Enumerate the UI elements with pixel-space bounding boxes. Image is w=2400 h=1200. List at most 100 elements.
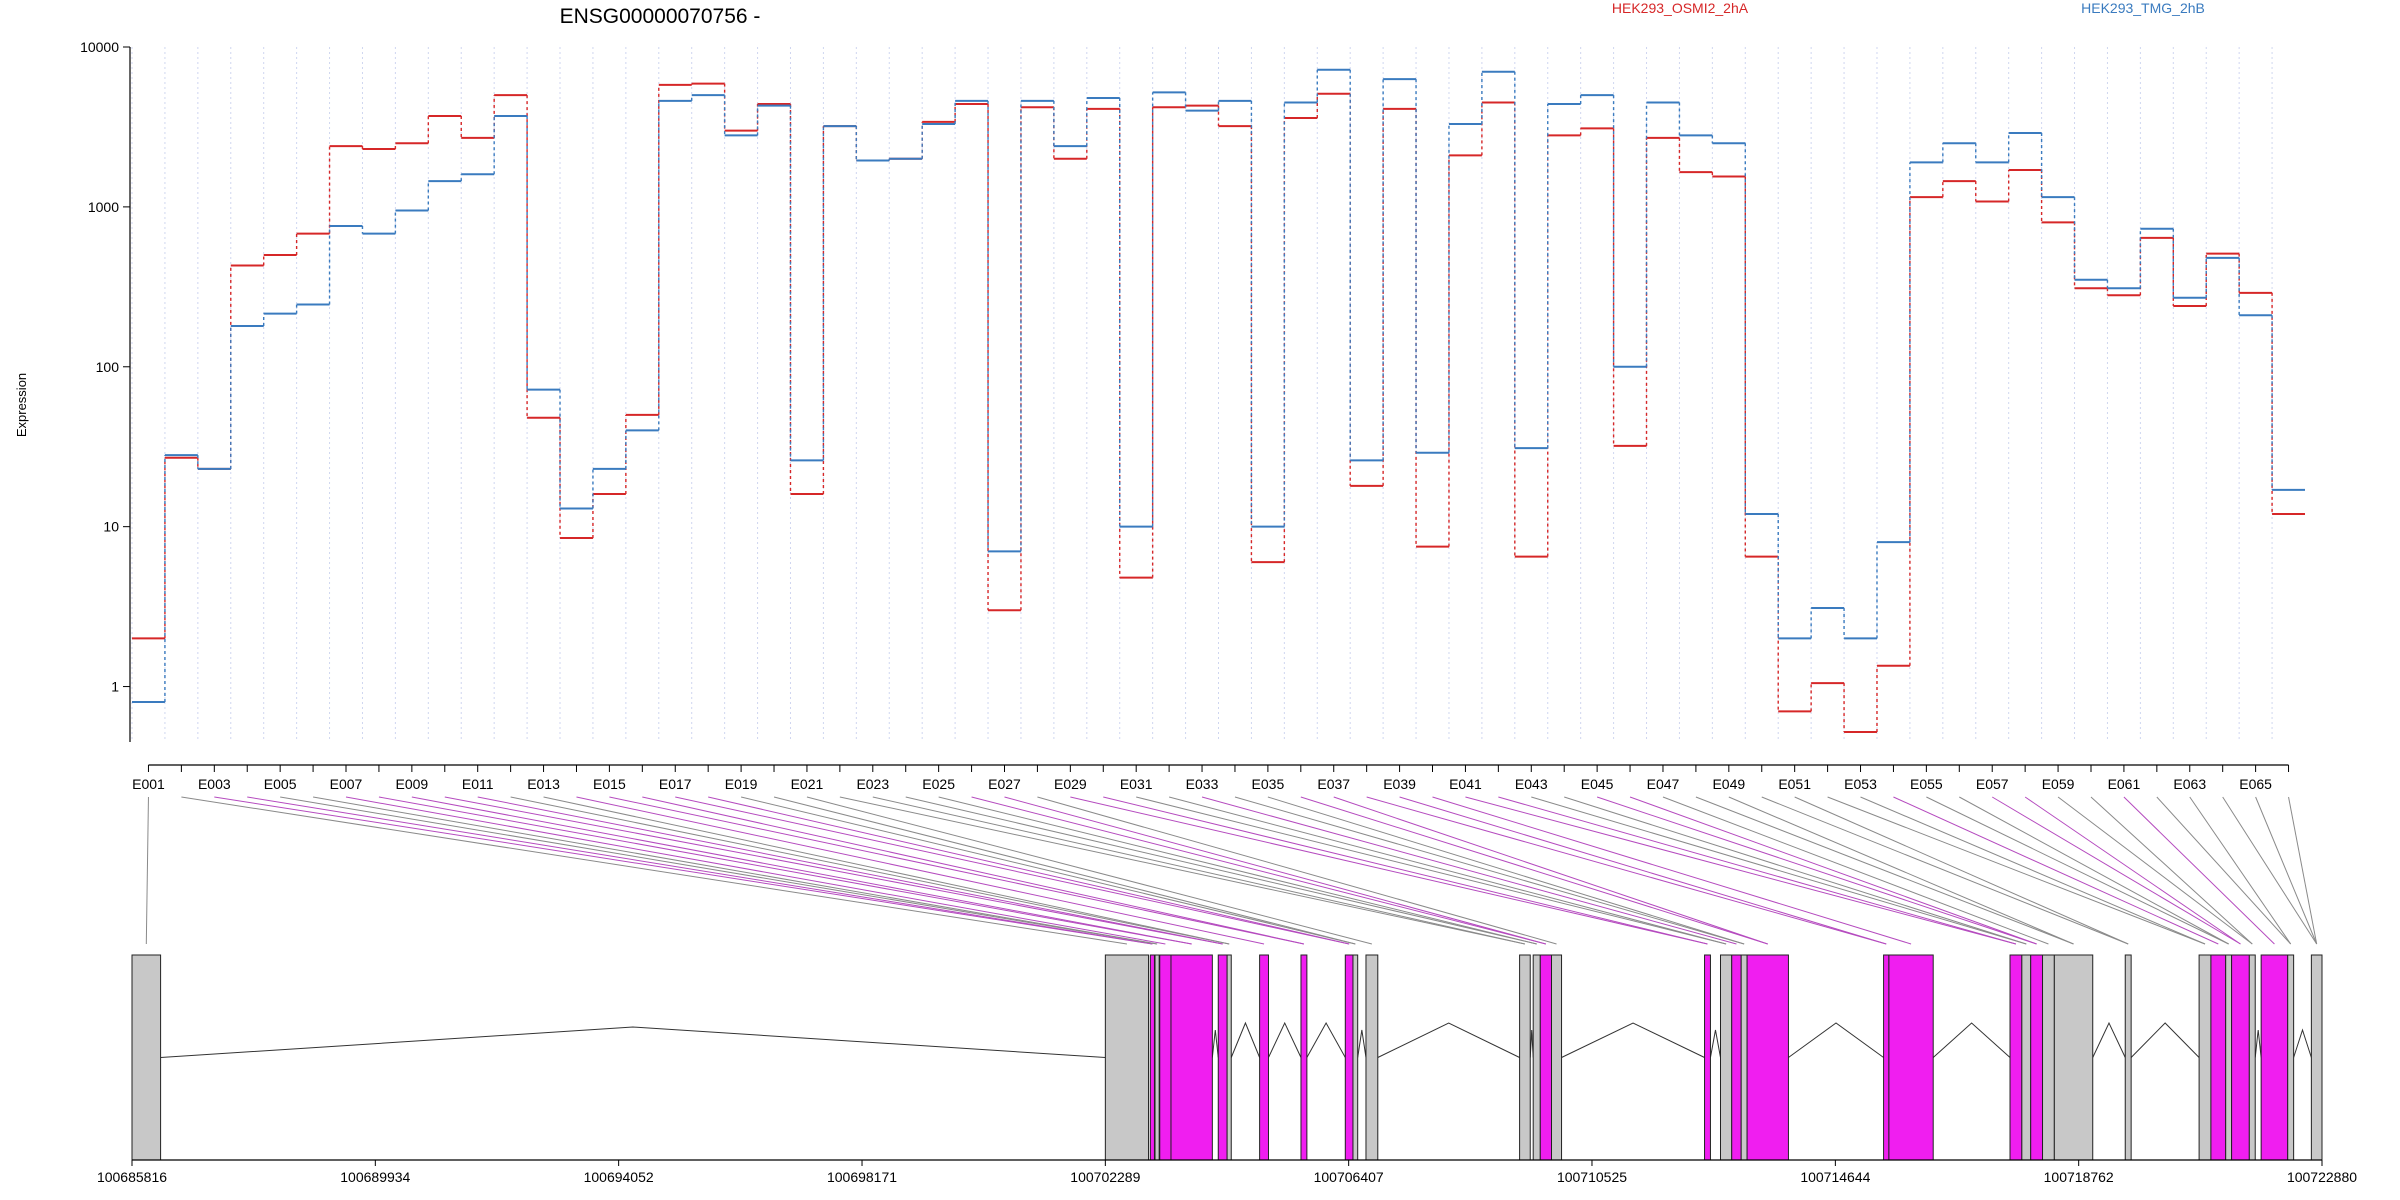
constitutive-exon-block [1719,954,1733,1161]
legend-entry-tmg: HEK293_TMG_2hB [2081,0,2205,16]
exon-tick-label: E039 [1383,776,1416,792]
exon-connector-lines [145,796,2318,945]
alternative-exon-block [1883,954,1890,1161]
intron-line [1268,1021,1302,1058]
exon-connector [1103,796,1708,945]
y-tick-label: 1000 [88,199,119,215]
intron-line [1709,1029,1721,1058]
constitutive-exon-block [1519,954,1531,1161]
exon-connector [1168,796,1727,945]
exon-tick-label: E011 [462,776,494,792]
exon-connector [2024,796,2241,945]
intron-line [1306,1021,1346,1058]
intron-line [2130,1022,2200,1058]
exon-connector [1300,796,1768,945]
y-tick-label: 1 [111,679,119,695]
exon-connector [1959,796,2229,945]
exon-tick-label: E031 [1120,776,1153,792]
exon-connector [2123,796,2275,945]
exon-connector [2057,796,2253,945]
intron-line [1211,1029,1219,1058]
exon-connector [477,796,1223,945]
alternative-exon-block [1300,954,1308,1161]
exon-tick-label: E009 [396,776,429,792]
exon-connector [1267,796,1745,945]
exon-connector [345,796,1166,945]
coordinate-tick-label: 100710525 [1557,1169,1627,1185]
constitutive-exon-block [2124,954,2132,1161]
exon-tick-label: E065 [2239,776,2272,792]
alternative-exon-block [1539,954,1553,1161]
exon-connector [1662,796,2049,945]
coordinate-tick-label: 100714644 [1800,1169,1870,1185]
coordinate-tick-label: 100702289 [1070,1169,1140,1185]
exon-tick-label: E017 [659,776,692,792]
alternative-exon-block [2231,954,2250,1161]
exon-tick-label: E005 [264,776,297,792]
alternative-exon-block [2030,954,2044,1161]
exon-connector [510,796,1230,945]
y-tick-label: 10 [103,519,119,535]
exon-tick-label: E027 [988,776,1021,792]
constitutive-exon-block [1551,954,1563,1161]
intron-line [2293,1028,2312,1058]
constitutive-exon-block [1532,954,1541,1161]
exon-connector [2222,796,2318,945]
y-tick-label: 100 [96,359,120,375]
constitutive-exon-block [1226,954,1232,1161]
chart-title: ENSG00000070756 - [560,5,761,28]
exon-connector [1070,796,1708,945]
coordinate-tick-label: 100698171 [827,1169,897,1185]
constitutive-exon-block [2248,954,2256,1161]
exon-connector [773,796,1356,945]
exon-connector [1004,796,1547,945]
constitutive-exon-block [2225,954,2233,1161]
exon-connector [145,796,149,945]
series-layer [132,68,2305,733]
exon-tick-label: E013 [527,776,560,792]
exon-connector [806,796,1373,945]
intron-line [1932,1022,2011,1058]
exon-tick-label: E059 [2042,776,2075,792]
exon-connector [1991,796,2241,945]
coordinate-tick-label: 100689934 [340,1169,410,1185]
y-axis: 1 10 100 1000 10000 [80,39,131,742]
coordinate-tick-label: 100694052 [584,1169,654,1185]
alternative-exon-block [2009,954,2023,1161]
exon-connector [1629,796,2037,945]
exon-tick-label: E037 [1317,776,1350,792]
legend-entry-osmi2: HEK293_OSMI2_2hA [1612,0,1749,16]
intron-line [2254,1029,2262,1058]
intron-line [2092,1021,2126,1058]
intron-line [1230,1021,1261,1058]
exon-connector [411,796,1192,945]
exon-tick-label: E023 [856,776,889,792]
exon-connector [938,796,1537,945]
exon-connector [2189,796,2292,945]
exon-connector [576,796,1265,945]
exon-connector [1432,796,1912,945]
exon-tick-label: E021 [791,776,824,792]
exon-connector [1926,796,2229,945]
exon-connector [2255,796,2318,945]
exon-tick-label: E001 [132,776,165,792]
alternative-exon-block [2210,954,2227,1161]
alternative-exon-block [1731,954,1742,1161]
exon-connector [1498,796,2017,945]
constitutive-exon-block [131,954,162,1161]
exon-connector [609,796,1305,945]
exon-connector [1596,796,2037,945]
constitutive-exon-block [2310,954,2323,1161]
exon-tick-label: E025 [922,776,955,792]
coordinate-tick-label: 100718762 [2044,1169,2114,1185]
exon-tick-label: E063 [2173,776,2206,792]
intron-line [1788,1022,1884,1058]
exon-tick-label: E015 [593,776,626,792]
alternative-exon-block [1259,954,1269,1161]
exon-connector [1794,796,2129,945]
exon-connector [675,796,1350,945]
exon-tick-label: E007 [330,776,363,792]
exon-grid-lines [131,47,2273,742]
intron-line [160,1026,1106,1058]
